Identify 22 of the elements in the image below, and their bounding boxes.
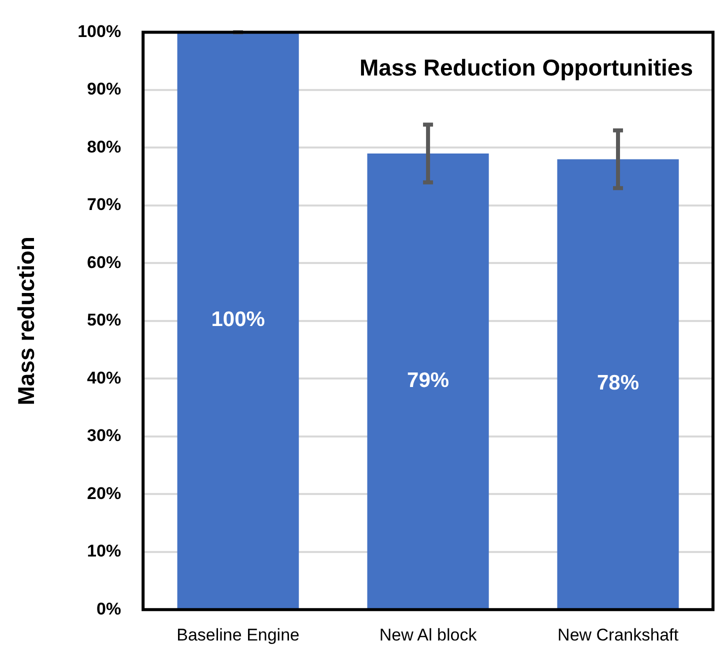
data-label: 100% <box>211 308 266 332</box>
y-tick-label: 60% <box>87 252 122 272</box>
y-tick-label: 20% <box>87 484 122 503</box>
y-tick-label: 50% <box>87 310 122 330</box>
x-tick-label: Baseline Engine <box>176 625 300 644</box>
y-tick-label: 10% <box>87 542 122 561</box>
y-tick-label: 100% <box>78 22 122 41</box>
bar <box>367 153 489 609</box>
y-tick-label: 40% <box>87 368 122 388</box>
x-tick-label: New Al block <box>379 625 478 644</box>
y-tick-label: 70% <box>87 195 122 214</box>
y-tick-label: 90% <box>87 80 122 99</box>
bar <box>557 159 679 609</box>
text: Mass Reduction Opportunities <box>359 54 693 81</box>
data-label: 78% <box>597 372 640 395</box>
y-tick-label: 30% <box>87 426 122 446</box>
y-tick-label: 0% <box>96 599 122 618</box>
data-label: 79% <box>407 368 450 392</box>
y-axis-title: Mass reduction <box>13 236 40 406</box>
y-tick-label: 80% <box>87 137 122 156</box>
bar <box>177 32 299 609</box>
x-tick-label: New Crankshaft <box>558 625 679 644</box>
